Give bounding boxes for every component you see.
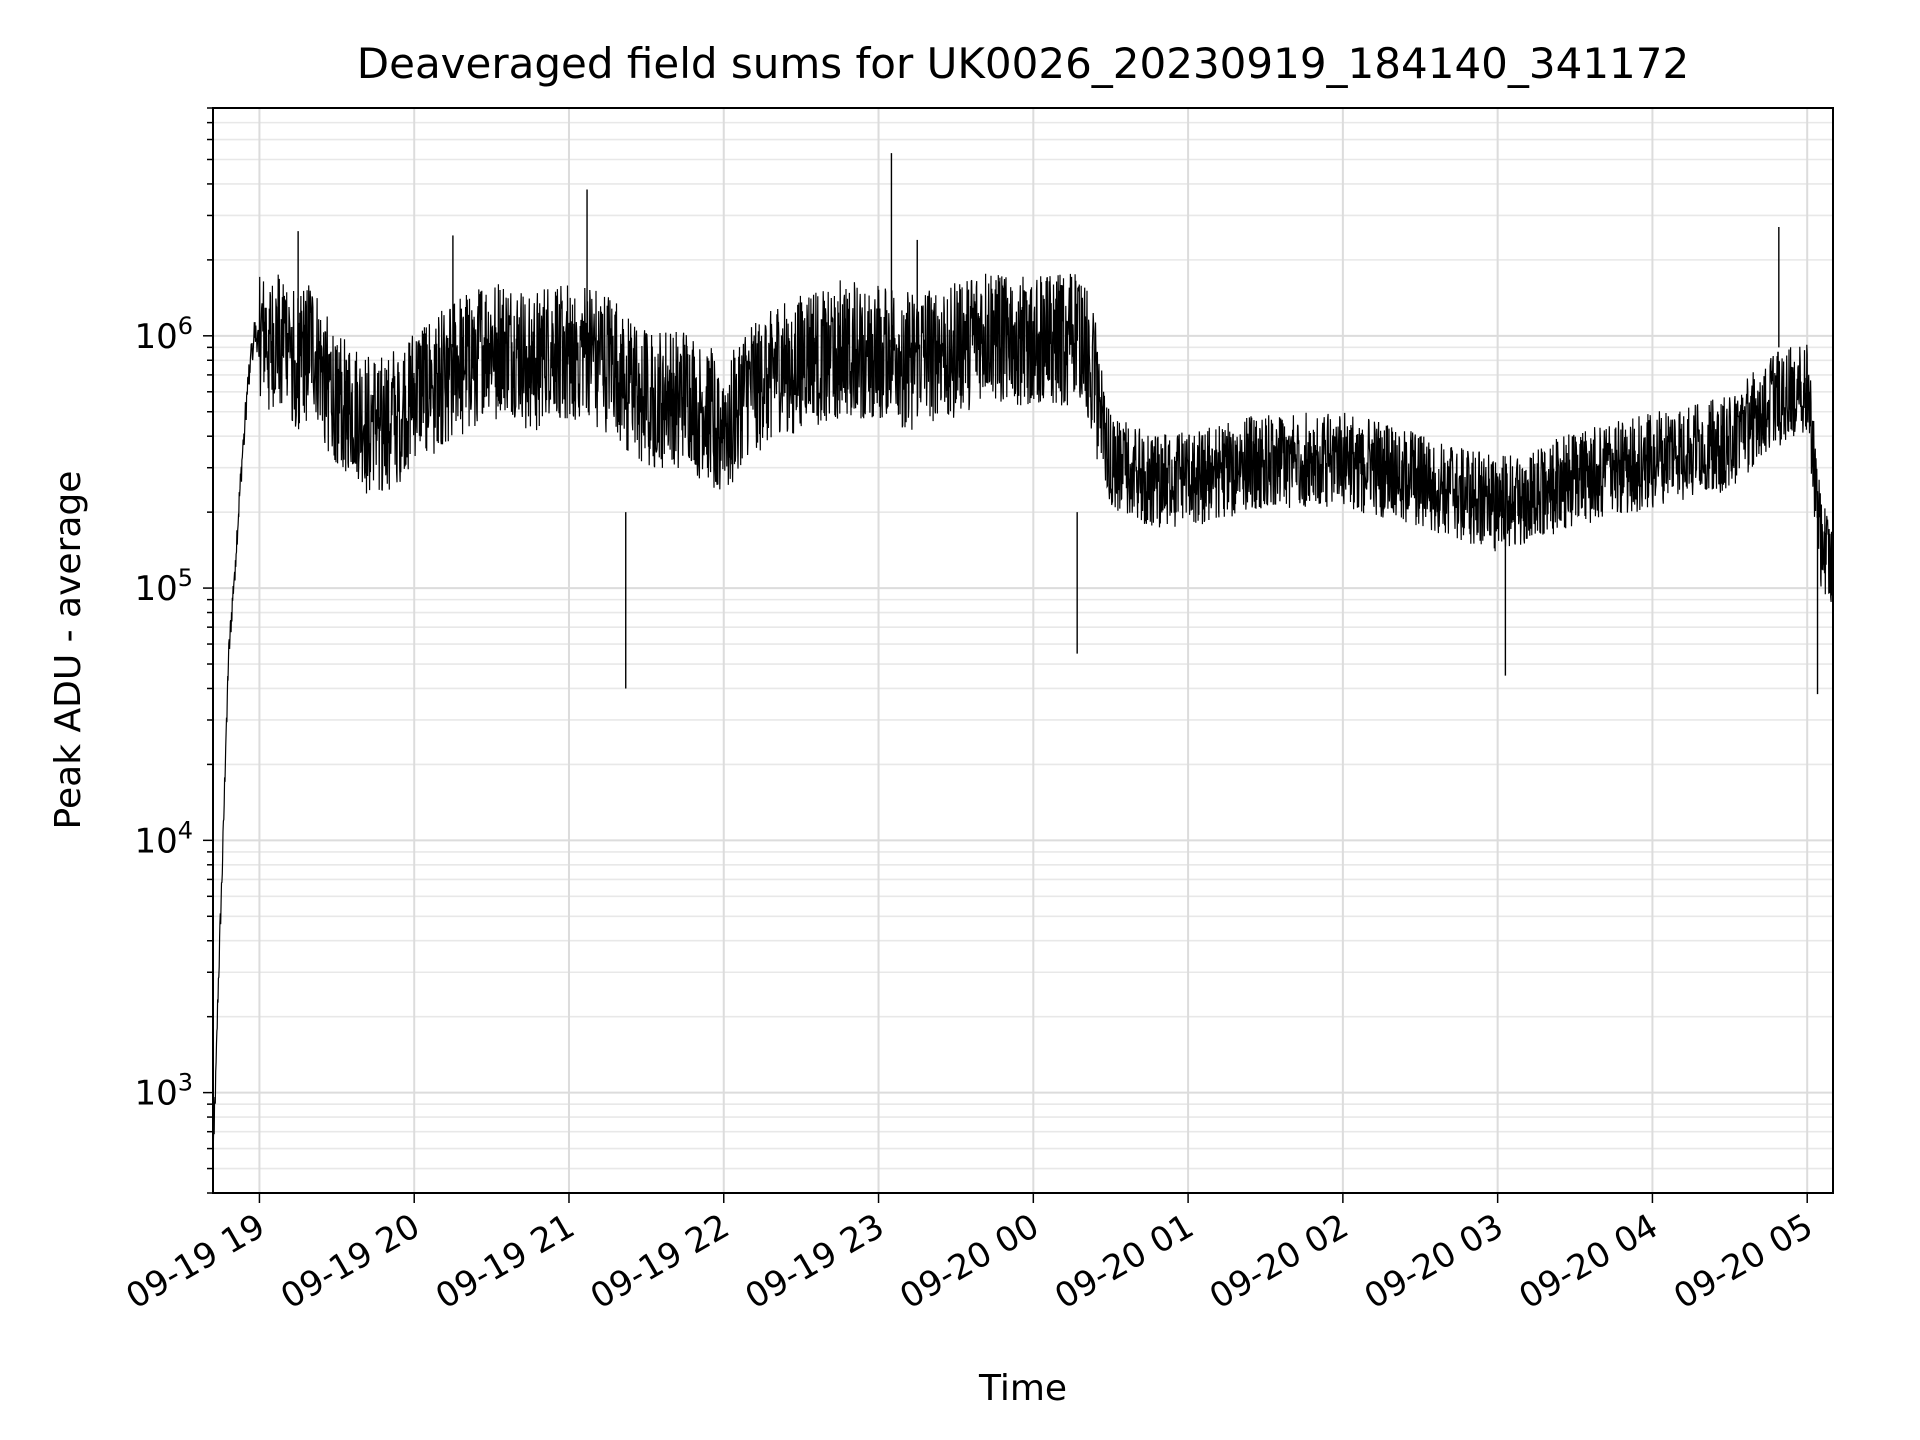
chart-title: Deaveraged field sums for UK0026_2023091… — [357, 39, 1689, 88]
x-axis-label: Time — [978, 1368, 1067, 1409]
data-series-line — [212, 273, 1834, 1142]
y-ticks: 103 104 105 106 — [134, 107, 213, 1194]
grid — [213, 107, 1833, 1194]
data-line-layer — [212, 153, 1834, 1142]
y-tick-label: 103 — [134, 1069, 193, 1114]
y-tick-label: 105 — [134, 564, 193, 609]
y-tick-label: 104 — [134, 816, 193, 861]
y-axis-label: Peak ADU - average — [48, 471, 89, 830]
plot-frame — [212, 107, 1834, 1194]
y-tick-label: 106 — [134, 312, 193, 357]
